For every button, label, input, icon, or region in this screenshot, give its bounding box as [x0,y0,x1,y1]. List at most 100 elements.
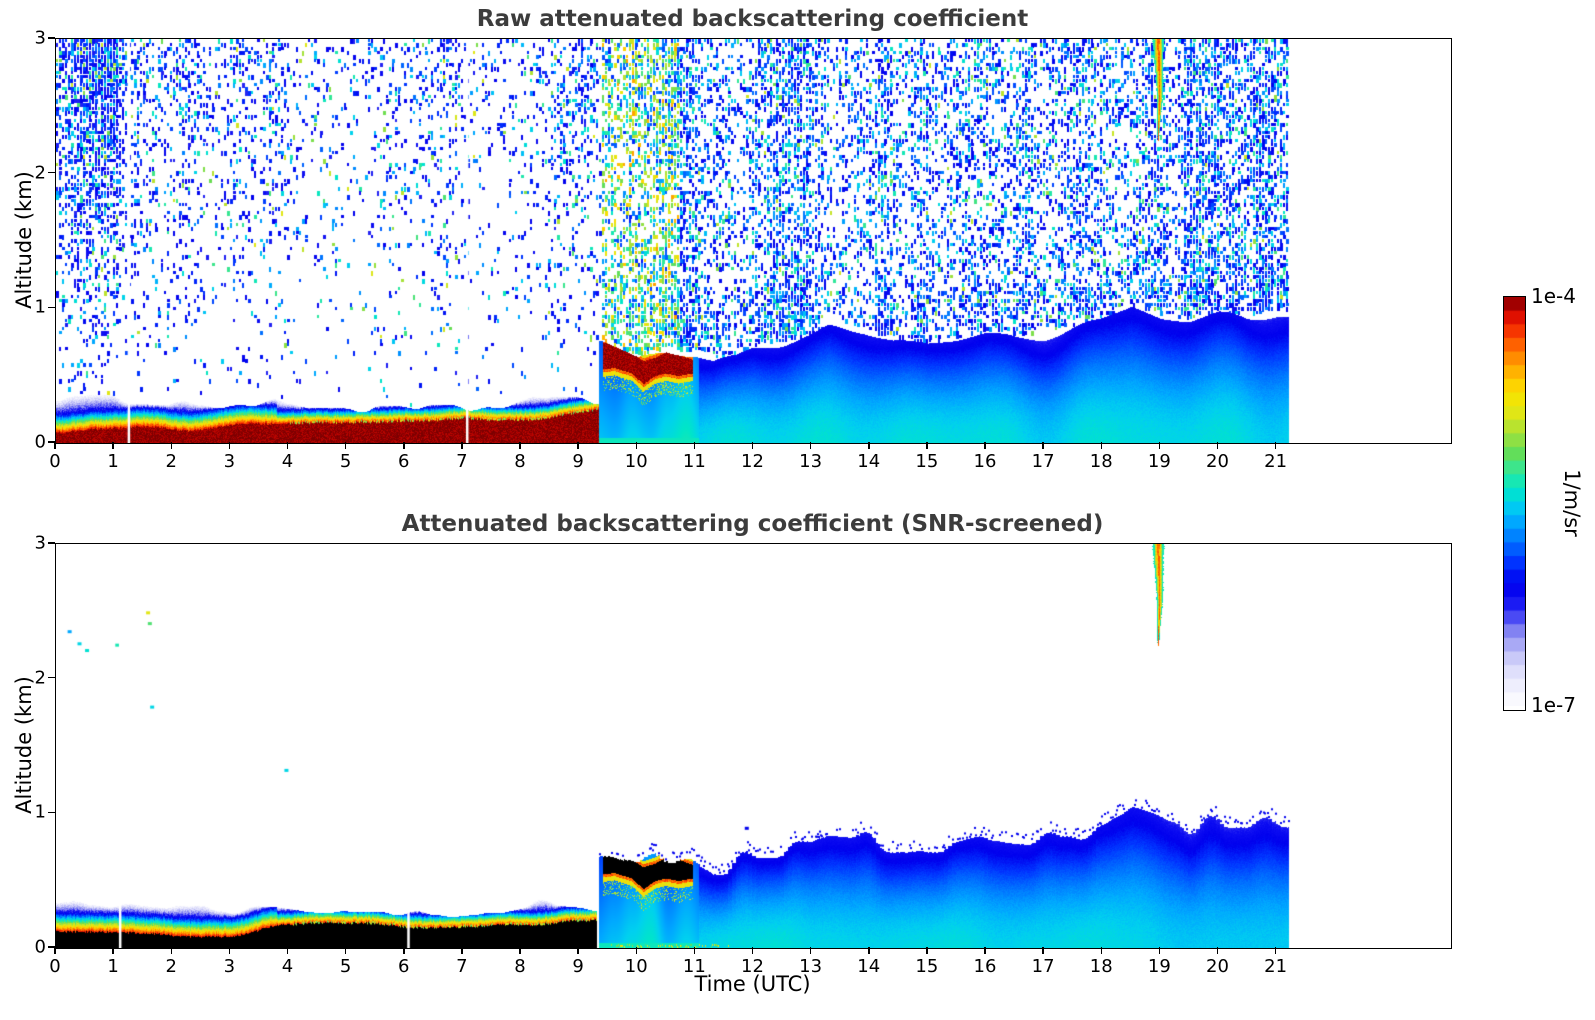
y-tick-label: 0 [34,936,46,958]
x-tick-mark [577,442,579,449]
y-tick-mark [48,542,55,544]
x-axis-label: Time (UTC) [694,972,811,996]
y-tick-mark [48,306,55,309]
x-tick-mark [868,442,870,449]
panel1-title: Raw attenuated backscattering coefficien… [476,6,1029,32]
panel2-ylabel: Altitude (km) [12,676,36,814]
x-tick-mark [403,947,405,954]
x-tick-label: 13 [799,451,823,472]
x-tick-label: 16 [973,451,997,472]
x-tick-mark [1216,442,1219,449]
x-tick-mark [926,442,928,449]
x-tick-mark [344,442,347,449]
x-tick-label: 14 [857,956,881,977]
colorbar-unit-label: 1/m/sr [1560,469,1584,537]
x-tick-label: 2 [165,956,177,977]
x-tick-mark [54,442,56,449]
panel1-ylabel: Altitude (km) [12,171,36,309]
x-tick-label: 9 [572,956,584,977]
x-tick-mark [403,442,405,449]
x-tick-mark [577,947,579,954]
x-tick-label: 4 [281,451,294,472]
x-tick-mark [519,947,521,954]
y-tick-mark [48,37,55,39]
y-tick-label: 1 [34,296,46,318]
x-tick-label: 9 [572,451,584,472]
x-tick-mark [1158,442,1161,449]
x-tick-mark [286,947,289,954]
screened-heatmap-canvas [56,544,1451,948]
x-tick-label: 21 [1264,451,1288,472]
colorbar [1503,296,1526,711]
x-tick-label: 8 [514,451,526,472]
x-tick-label: 6 [398,956,410,977]
x-tick-label: 12 [741,956,764,977]
y-tick-label: 3 [34,27,46,49]
x-tick-label: 1 [107,451,119,472]
x-tick-mark [1158,947,1161,954]
x-tick-label: 4 [281,956,294,977]
x-tick-mark [1042,442,1044,449]
x-tick-mark [170,442,172,449]
x-tick-mark [286,442,289,449]
y-tick-label: 2 [34,162,46,184]
x-tick-label: 7 [456,956,468,977]
panel2-title: Attenuated backscattering coefficient (S… [401,511,1104,537]
x-tick-label: 3 [223,956,236,977]
x-tick-mark [461,947,463,954]
x-tick-mark [809,947,812,954]
x-tick-label: 17 [1031,451,1055,472]
x-tick-label: 15 [915,956,939,977]
x-tick-mark [809,442,812,449]
x-tick-label: 12 [741,451,764,472]
x-tick-label: 20 [1206,451,1229,472]
x-tick-label: 21 [1264,956,1288,977]
y-tick-mark [48,171,55,174]
x-tick-label: 10 [624,956,648,977]
x-tick-mark [751,947,754,954]
x-tick-label: 10 [624,451,648,472]
x-tick-mark [228,947,231,954]
x-tick-mark [1100,947,1102,954]
x-tick-mark [344,947,347,954]
x-tick-mark [635,947,637,954]
x-tick-mark [54,947,56,954]
y-tick-mark [48,811,55,814]
x-tick-label: 19 [1147,956,1171,977]
x-tick-label: 14 [857,451,881,472]
x-tick-label: 18 [1089,451,1113,472]
x-tick-label: 18 [1089,956,1113,977]
x-tick-label: 2 [165,451,177,472]
x-tick-mark [926,947,928,954]
y-tick-mark [48,946,55,948]
x-tick-label: 3 [223,451,236,472]
x-tick-mark [1042,947,1044,954]
x-tick-label: 5 [339,451,352,472]
colorbar-max-label: 1e-4 [1531,284,1576,308]
x-tick-mark [751,442,754,449]
y-tick-label: 3 [34,532,46,554]
y-tick-mark [48,441,55,443]
x-tick-mark [228,442,231,449]
x-tick-mark [1216,947,1219,954]
colorbar-canvas [1504,297,1525,706]
raw-heatmap-canvas [56,39,1451,443]
x-tick-mark [635,442,637,449]
x-tick-label: 11 [682,451,706,472]
x-tick-mark [693,947,696,954]
x-tick-mark [112,947,114,954]
y-tick-label: 0 [34,431,46,453]
x-tick-label: 0 [49,451,61,472]
y-tick-label: 2 [34,667,46,689]
x-tick-label: 8 [514,956,526,977]
panel1-raw-plot [55,38,1452,444]
x-tick-label: 7 [456,451,468,472]
x-tick-label: 15 [915,451,939,472]
x-tick-label: 13 [799,956,823,977]
x-tick-mark [984,947,986,954]
x-tick-mark [519,442,521,449]
x-tick-label: 1 [107,956,119,977]
x-tick-mark [1100,442,1102,449]
y-tick-label: 1 [34,801,46,823]
